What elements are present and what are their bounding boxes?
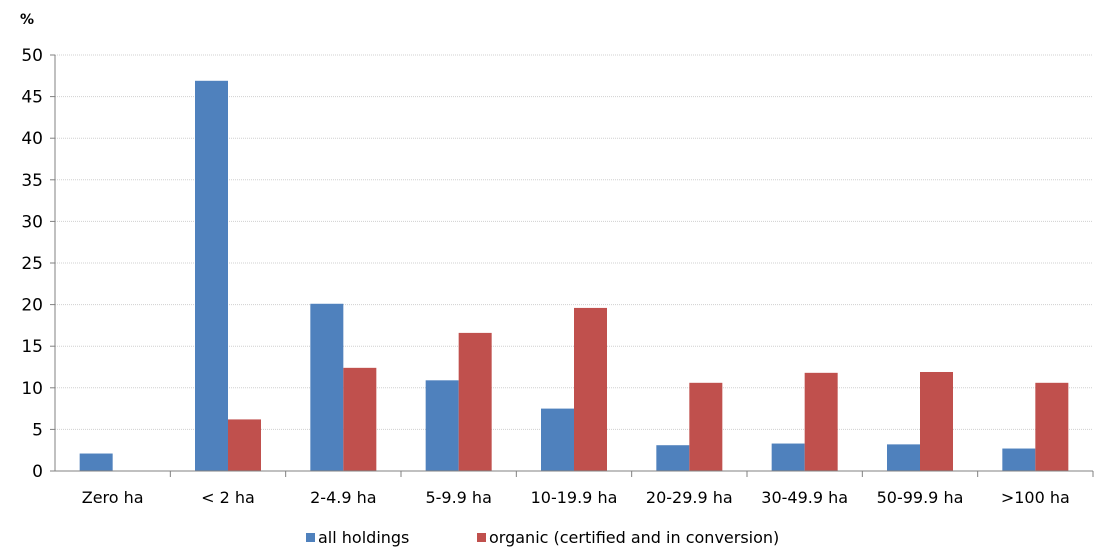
y-tick-label: 0 [32,462,43,482]
x-category-label: 2-4.9 ha [310,488,376,507]
x-axis-categories: Zero ha < 2 ha 2-4.9 ha 5-9.9 ha 10-19.9 ha 2… [82,471,1094,507]
y-tick-label: 40 [21,129,43,149]
bar-all-holdings [541,408,574,471]
y-tick-label: 10 [21,379,43,399]
x-category-label: < 2 ha [201,488,255,507]
legend: all holdings organic (certified and in co… [306,528,779,547]
bar-organic [228,419,261,471]
bar-all-holdings [195,80,228,472]
legend-label: organic (certified and in conversion) [489,528,779,547]
x-category-label: 10-19.9 ha [531,488,618,507]
bar-organic [804,372,838,471]
legend-swatch [477,533,486,542]
y-axis-ticks: 0 5 10 15 20 25 30 35 40 45 50 [21,46,55,482]
bar-all-holdings [1002,448,1036,471]
bar-all-holdings [79,453,113,471]
bar-organic [920,371,953,471]
bar-organic [458,332,492,471]
bar-organic [1035,382,1069,471]
y-tick-label: 30 [21,212,43,232]
y-tick-label: 50 [21,46,43,66]
x-category-label: >100 ha [1001,488,1070,507]
y-tick-label: 35 [21,171,43,191]
x-category-label: 20-29.9 ha [646,488,733,507]
legend-swatch [306,533,315,542]
y-tick-label: 20 [21,296,43,316]
y-axis-unit: % [20,12,34,28]
x-category-label: 5-9.9 ha [425,488,491,507]
y-tick-label: 45 [21,88,43,108]
y-tick-label: 5 [32,420,43,440]
x-category-label: 50-99.9 ha [877,488,964,507]
bar-organic [574,307,607,471]
y-tick-label: 15 [21,337,43,357]
legend-label: all holdings [318,528,409,547]
y-tick-label: 25 [21,254,43,274]
bar-organic [343,367,377,471]
bar-organic [689,382,723,471]
bar-all-holdings [887,444,920,471]
bar-all-holdings [310,303,344,471]
bar-all-holdings [656,445,690,471]
bar-all-holdings [771,443,805,471]
x-category-label: 30-49.9 ha [761,488,848,507]
bar-all-holdings [425,380,459,471]
x-category-label: Zero ha [82,488,144,507]
bars [79,80,1069,472]
